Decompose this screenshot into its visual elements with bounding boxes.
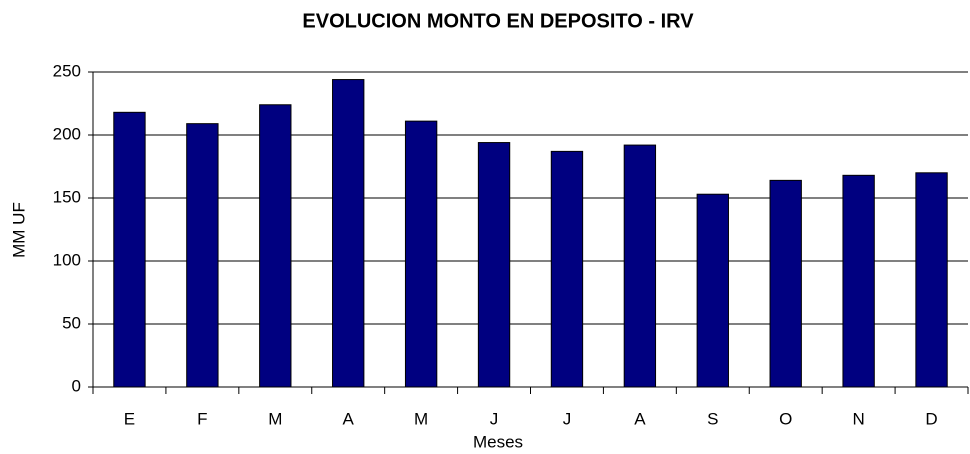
x-tick-label: M [268,409,282,428]
x-tick-label: D [925,409,937,428]
x-tick-label: N [852,409,864,428]
x-tick-label: J [490,409,499,428]
bar [623,144,657,388]
x-tick-label: E [124,409,135,428]
y-axis-label: MM UF [9,202,28,258]
y-tick-label: 200 [53,124,81,143]
x-tick-label: A [634,409,646,428]
y-tick-label: 0 [72,376,81,395]
bar [259,104,292,388]
y-tick-label: 250 [53,61,81,80]
bar [404,120,438,388]
y-tick-label: 100 [53,250,81,269]
y-tick-label: 150 [53,187,81,206]
x-axis-label: Meses [473,432,523,451]
x-tick-label: J [563,409,572,428]
x-tick-label: S [707,409,718,428]
x-tick-label: A [343,409,355,428]
y-tick-label: 50 [62,313,81,332]
bar [842,174,875,388]
bar [696,193,729,388]
bar [769,179,802,388]
x-tick-label: F [197,409,207,428]
bar [915,172,948,388]
bar [477,142,511,388]
bar [186,123,219,388]
chart-title: EVOLUCION MONTO EN DEPOSITO - IRV [302,10,694,32]
bar [113,111,146,388]
x-tick-label: O [779,409,792,428]
bar [332,79,365,388]
x-tick-label: M [414,409,428,428]
bar [550,150,584,388]
